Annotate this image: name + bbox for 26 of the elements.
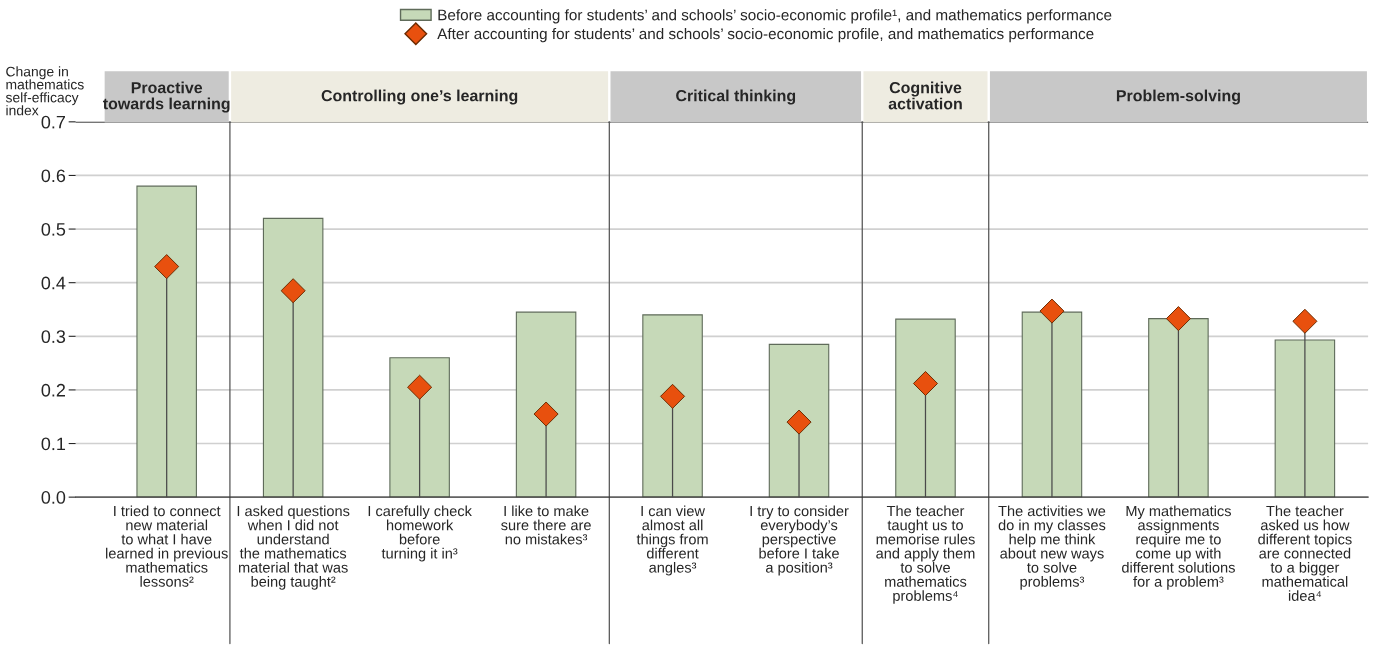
text: Problem-solving xyxy=(1116,89,1240,105)
y-tick-label: 0.1 xyxy=(41,437,66,451)
text: Critical thinking xyxy=(676,89,796,105)
text: Controlling one’s learning xyxy=(321,89,518,105)
legend-label: After accounting for students’ and schools’ socio-economic profile, and mathematics performance xyxy=(437,27,1094,43)
text: Cognitive activation xyxy=(888,81,962,110)
x-tick-label: I try to consider everybody’s perspective before I take a position³ xyxy=(750,505,849,576)
x-tick-label: My mathematics assignments require me to come up with different solutions for a problem³ xyxy=(1122,505,1235,590)
y-tick-label: 0.5 xyxy=(41,223,66,236)
y-tick-label: 0.7 xyxy=(41,115,65,129)
x-tick-label: I can view almost all things from different angles³ xyxy=(636,505,708,576)
x-tick-label: I carefully check homework before turning it in³ xyxy=(368,505,472,562)
y-tick-label: 0.2 xyxy=(41,383,65,397)
x-tick-label: The teacher taught us to memorise rules and apply them to solve mathematics problems⁴ xyxy=(876,505,975,604)
x-tick-label: The teacher asked us how different topics are connected to a bigger mathematical idea⁴ xyxy=(1258,505,1352,601)
x-tick-label: I like to make sure there are no mistakes³ xyxy=(501,505,591,545)
text: Proactive towards learning xyxy=(102,81,230,113)
y-axis-title: Change in mathematics self-efficacy index xyxy=(5,66,84,116)
y-tick-label: 0.0 xyxy=(41,491,66,504)
legend-label: Before accounting for students’ and schools’ socio-economic profile¹, and mathematics performance xyxy=(438,9,1112,24)
x-tick-label: I tried to connect new material to what I have learned in previous mathematics lessons² xyxy=(106,505,228,587)
y-tick-label: 0.3 xyxy=(41,330,66,344)
y-tick-label: 0.4 xyxy=(41,276,66,290)
x-tick-label: I asked questions when I did not understand the mathematics material that was being taught² xyxy=(237,505,350,590)
y-tick-label: 0.6 xyxy=(41,169,66,183)
x-tick-label: The activities we do in my classes help me think about new ways to solve problems³ xyxy=(998,505,1106,590)
